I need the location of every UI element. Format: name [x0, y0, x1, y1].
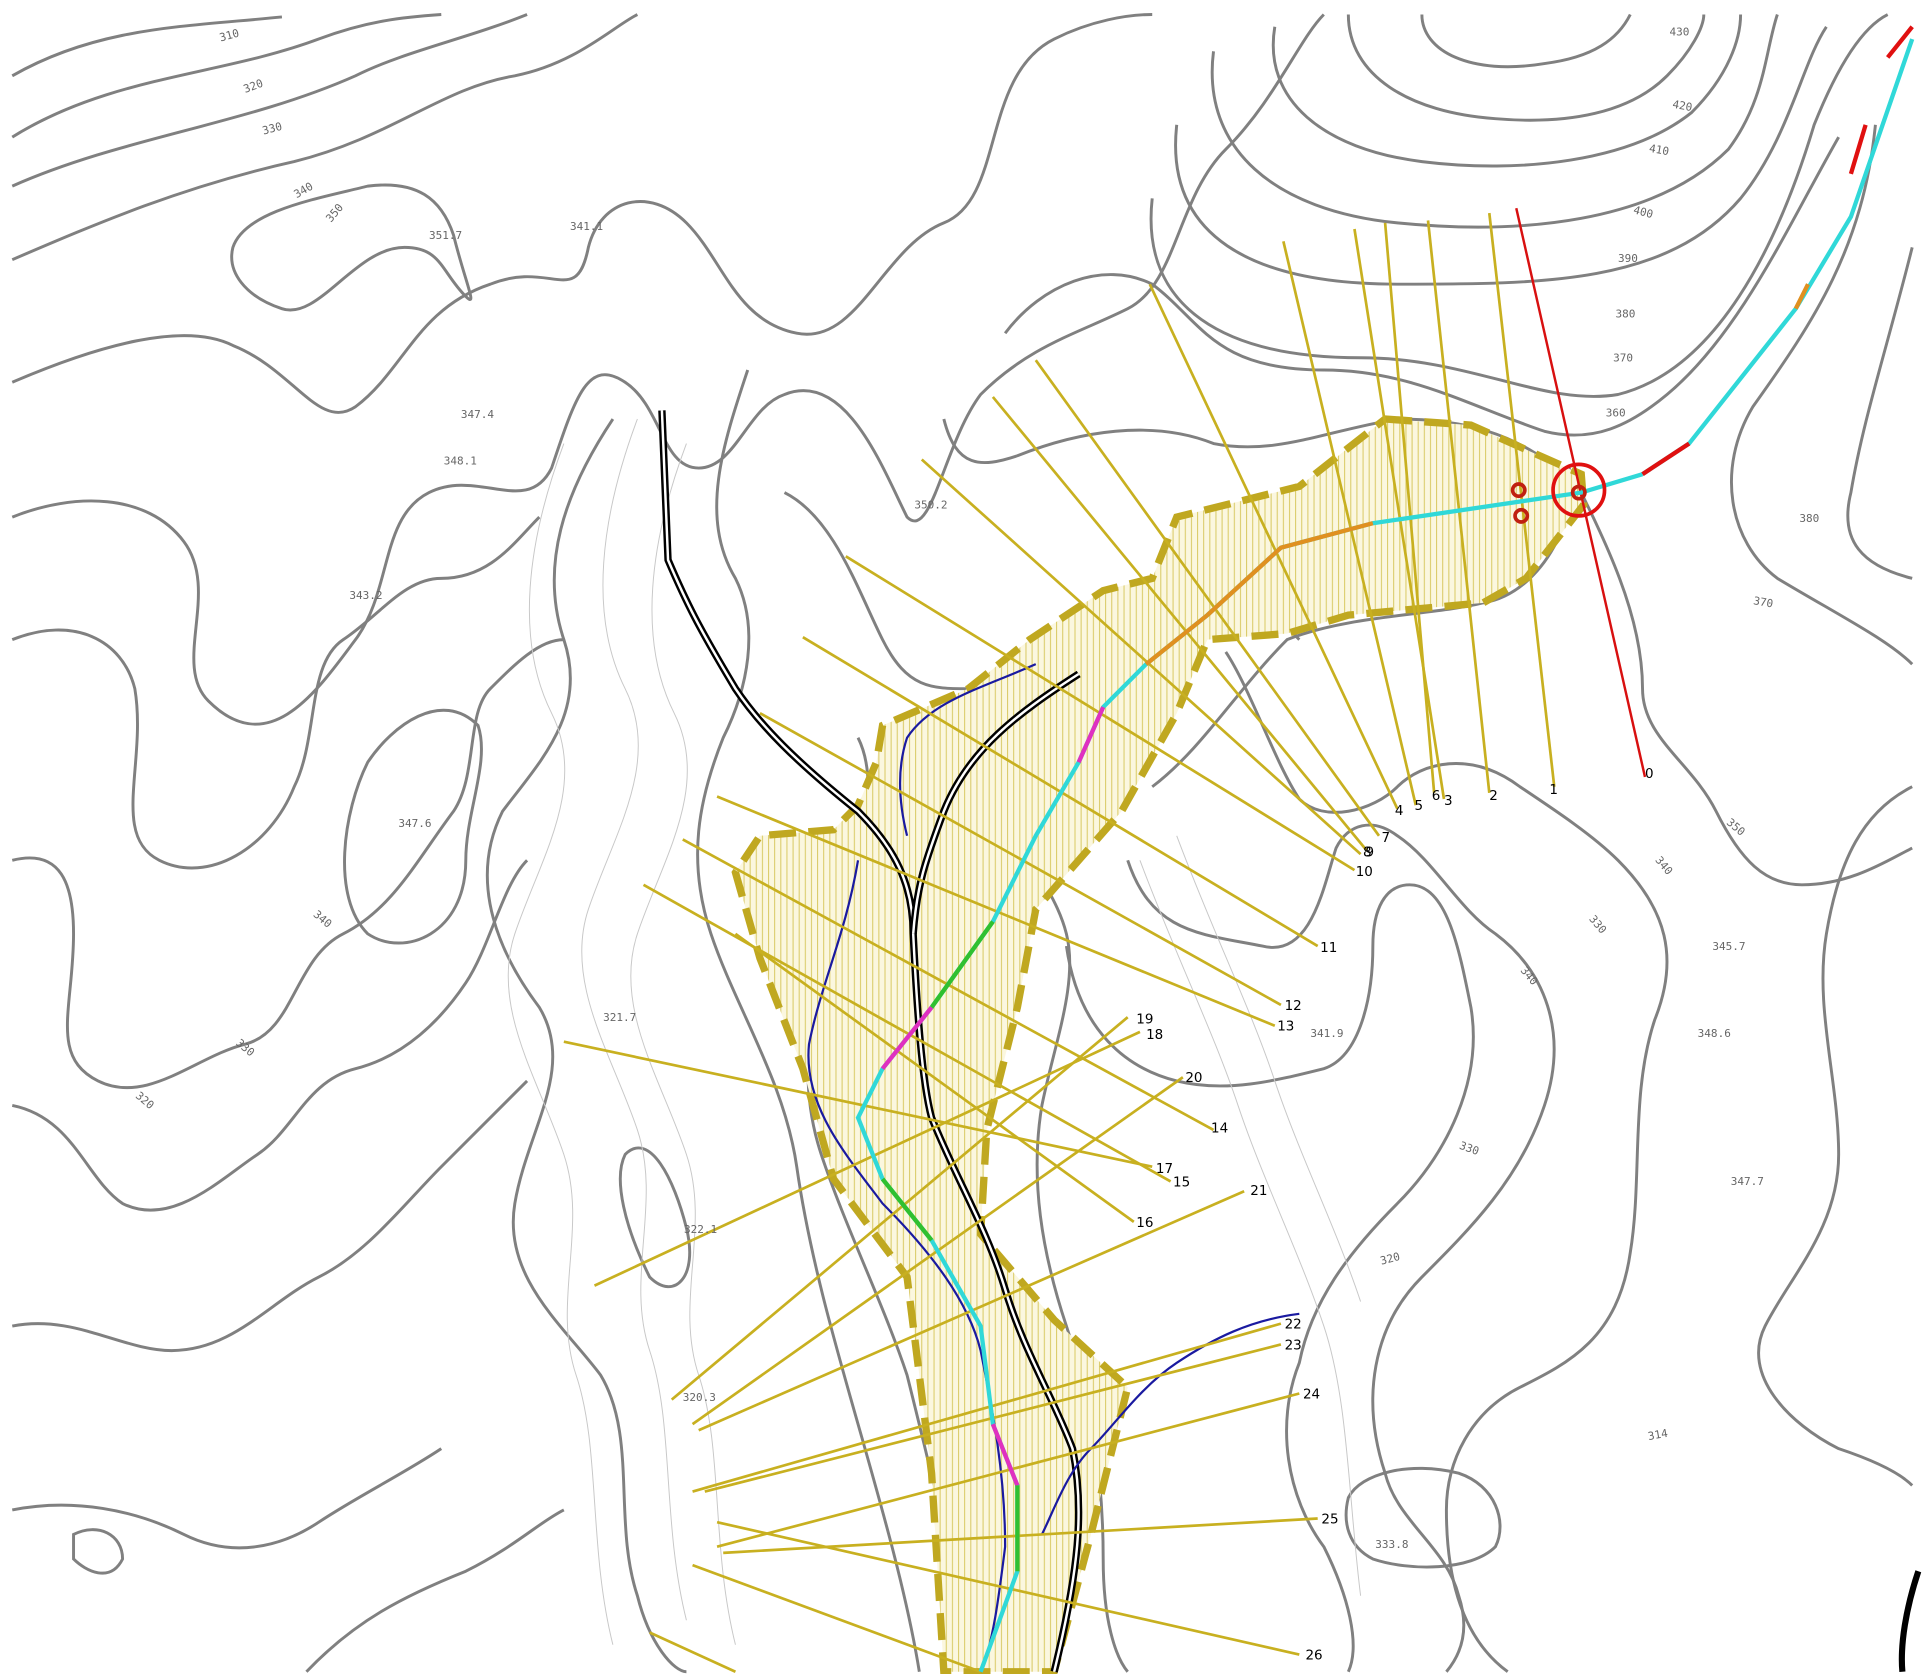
section-label: 4 — [1395, 803, 1404, 819]
elevation-label: 350 — [1724, 816, 1748, 839]
section-label: 15 — [1173, 1174, 1190, 1190]
elevation-label: 380 — [1799, 512, 1819, 525]
elevation-label: 310 — [218, 27, 241, 45]
section-label: 17 — [1156, 1161, 1173, 1177]
elevation-label: 347.4 — [461, 408, 495, 421]
elevation-label: 330 — [1586, 913, 1609, 937]
section-label: 7 — [1381, 830, 1390, 846]
elevation-label: 340 — [1652, 854, 1675, 878]
section-label: 25 — [1321, 1511, 1338, 1527]
elevation-label: 350 — [323, 201, 346, 225]
elevation-label: 343.2 — [349, 589, 382, 602]
elevation-label: 320 — [1379, 1250, 1402, 1268]
section-label: 0 — [1645, 766, 1654, 782]
section-label: 12 — [1285, 998, 1302, 1014]
contours — [11, 13, 1914, 1674]
section-label: 3 — [1444, 793, 1453, 809]
elevation-label: 350.2 — [914, 498, 947, 511]
section-label: 21 — [1250, 1183, 1267, 1199]
elevation-label: 420 — [1671, 98, 1693, 114]
section-labels: 0 1 2 3 4 5 6 7 8 9 10 11 12 13 14 15 16… — [1136, 766, 1653, 1663]
elevation-label: 341.1 — [570, 220, 603, 233]
study-area — [731, 415, 1588, 1674]
section-label: 24 — [1303, 1386, 1320, 1402]
outlet — [1510, 462, 1607, 524]
section-label: 20 — [1185, 1070, 1202, 1086]
section-label: 11 — [1320, 940, 1337, 956]
elevation-label: 348.1 — [444, 454, 477, 467]
elevation-label: 380 — [1616, 307, 1636, 320]
elevation-label: 390 — [1618, 252, 1638, 265]
elevation-label: 340 — [311, 908, 335, 931]
elevation-label: 320 — [133, 1089, 157, 1112]
section-label: 1 — [1549, 782, 1558, 798]
elevation-label: 430 — [1669, 25, 1689, 38]
elevation-label: 330 — [261, 120, 284, 138]
elevation-label: 340 — [1518, 964, 1541, 988]
section-label: 13 — [1277, 1019, 1294, 1035]
elevation-label: 370 — [1613, 351, 1633, 364]
elevation-label: 345.7 — [1712, 940, 1745, 953]
stream — [855, 25, 1915, 1673]
section-label: 16 — [1136, 1215, 1153, 1231]
section-label: 5 — [1415, 798, 1424, 814]
elevation-label: 351.7 — [429, 229, 462, 242]
section-label: 18 — [1146, 1027, 1163, 1043]
elevation-label: 321.7 — [603, 1011, 636, 1024]
section-label: 26 — [1305, 1647, 1322, 1663]
elevation-label: 333.8 — [1375, 1538, 1408, 1551]
section-label: 22 — [1285, 1317, 1302, 1333]
elevation-label: 400 — [1632, 203, 1655, 221]
drainage — [807, 663, 1300, 1673]
section-label: 8 — [1363, 845, 1372, 861]
elevation-label: 347.7 — [1731, 1175, 1764, 1188]
section-label: 23 — [1285, 1337, 1302, 1353]
elevation-label: 322.1 — [684, 1223, 717, 1236]
elevation-label: 347.6 — [398, 817, 431, 830]
elevation-label: 410 — [1648, 142, 1670, 158]
elevation-label: 341.9 — [1310, 1027, 1343, 1040]
section-label: 19 — [1136, 1011, 1153, 1027]
section-label: 10 — [1356, 864, 1373, 880]
elevation-label: 330 — [1458, 1139, 1481, 1158]
elevation-label: 320 — [242, 77, 265, 96]
elevation-label: 370 — [1752, 594, 1774, 610]
section-label: 9 — [1366, 845, 1375, 861]
section-label: 14 — [1211, 1120, 1228, 1136]
elevation-label: 348.6 — [1698, 1027, 1731, 1040]
section-label: 6 — [1432, 788, 1441, 804]
elevation-label: 314 — [1647, 1427, 1669, 1443]
fine-contours — [507, 418, 1362, 1645]
elevation-label: 340 — [292, 180, 316, 201]
elevation-label: 360 — [1606, 407, 1626, 420]
road — [658, 410, 1922, 1673]
elevation-label: 320.3 — [683, 1391, 716, 1404]
section-label: 2 — [1489, 788, 1498, 804]
